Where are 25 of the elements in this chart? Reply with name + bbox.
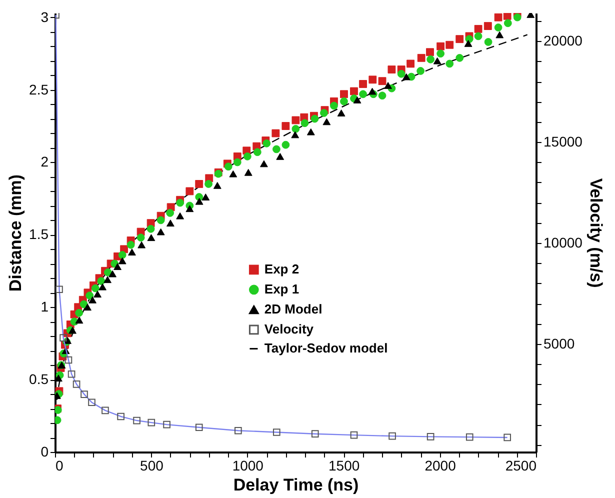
y-axis-title: Distance (mm) <box>6 174 26 292</box>
legend-label: Velocity <box>264 322 314 337</box>
y-tick-label: 0 <box>40 444 49 460</box>
legend-label: 2D Model <box>264 302 322 317</box>
y2-tick-label: 15000 <box>544 134 583 150</box>
y-tick-label: 1 <box>40 298 49 315</box>
y-tick-label: 2.5 <box>29 81 49 98</box>
x-tick-label: 2500 <box>505 458 537 474</box>
y-tick-label: 0.5 <box>29 371 49 388</box>
y-tick-label: 2 <box>40 154 49 170</box>
y2-axis-title: Velocity (m/s) <box>586 178 606 288</box>
y2-tick-label: 5000 <box>544 335 575 352</box>
legend-label: Taylor-Sedov model <box>264 340 388 356</box>
legend-label: Exp 1 <box>264 282 300 297</box>
x-tick-label: 500 <box>140 458 164 474</box>
x-axis-title: Delay Time (ns) <box>233 476 359 494</box>
legend-label: Exp 2 <box>264 262 300 277</box>
y-tick-label: 1.5 <box>29 226 49 242</box>
y2-tick-label: 10000 <box>544 234 583 250</box>
x-tick-label: 1500 <box>328 458 360 474</box>
x-tick-label: 0 <box>56 458 64 474</box>
x-tick-label: 1000 <box>232 458 264 474</box>
y-tick-label: 3 <box>40 8 49 25</box>
x-tick-label: 2000 <box>424 458 456 474</box>
y2-tick-label: 20000 <box>544 32 583 49</box>
